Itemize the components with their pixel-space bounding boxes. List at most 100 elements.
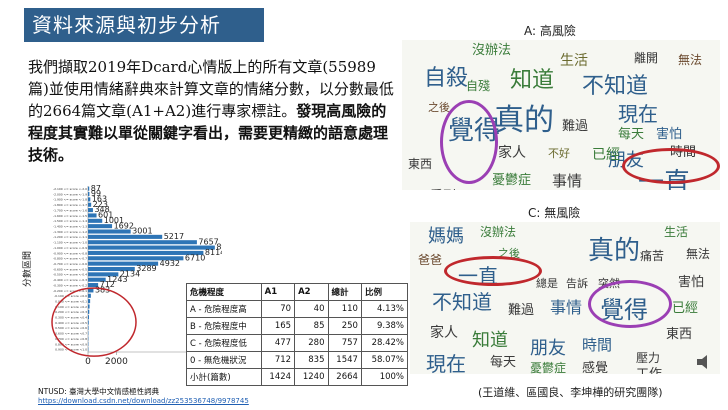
table-cell: 712 [260,351,296,369]
bar-value-label: 1692 [114,221,134,230]
y-tick-label: 0.800 <= score <0.9 [55,342,87,346]
cloud-word: 害怕 [656,127,683,142]
cloud-word: 不知道 [432,290,492,314]
cloud-word: 已經 [592,147,620,163]
table-cell: 165 [260,317,296,335]
cloud-word: 每天 [618,127,645,142]
table-cell: 100% [360,368,409,386]
bar [88,218,103,223]
bar-value-label: 8114 [205,248,222,257]
cloud-word: 壓力 [636,351,661,365]
bar [88,277,106,282]
y-tick-label: 0.300 <= score <0.4 [55,316,87,320]
bar-value-label: 1001 [104,216,124,225]
table-cell: 0 - 無危機狀況 [186,351,262,369]
intro-paragraph: 我們擷取2019年Dcard心情版上的所有文章(55989篇)並使用情緒辭典來計… [28,56,396,166]
cloud-word: 時間 [582,336,613,354]
bar [88,288,94,293]
cloud-word: 不知道 [582,74,649,99]
table-cell: 477 [260,334,296,352]
cloud-word: 已經 [672,301,699,316]
bar [88,245,215,250]
table-cell: 58.07% [360,351,409,369]
x-tick-label: 2000 [105,357,128,367]
source-link[interactable]: https://download.csdn.net/download/zz253… [38,397,249,405]
table-cell: A - 危險程度高 [186,300,262,318]
y-tick-label: -1.100 <= score <-1.0 [53,241,87,245]
bar [88,299,91,304]
red-ellipse-c [444,256,542,286]
red-highlight-ellipse [51,287,137,357]
table-cell: 9.38% [360,317,409,335]
bar-value-label: 2134 [120,269,140,278]
bar-value-label: 99 [91,189,101,198]
score-distribution-chart: 分數區間 -2.100 <= score <-2.0 87 -2.000 <= sco… [21,182,237,374]
cloud-word: 總是 [536,277,558,290]
cloud-word: 痛苦 [640,249,665,263]
table-row: B - 危險程度中 165 85 250 9.38% [186,317,409,335]
col-header: 總計 [327,283,362,301]
bar-value-label: 1243 [107,275,127,284]
cloud-word: 生活 [664,225,689,239]
bar [88,234,163,239]
y-tick-label: -0.200 <= score <-0.1 [53,289,87,293]
bar [88,315,89,320]
cloud-word: 家人 [498,145,526,161]
y-tick-label: -0.100 <= score <0.0 [54,294,87,298]
cloud-word: 媽媽 [428,226,464,247]
purple-ellipse-c [588,280,672,328]
table-row: 0 - 無危機狀況 712 835 1547 58.07% [186,351,409,369]
cloud-word: 沒辦法 [480,225,517,239]
bar-value-label: 7657 [198,237,218,246]
cloud-word: 憂鬱症 [530,361,567,374]
cloud-word: 東西 [666,327,693,342]
cloud-word: 家人 [430,325,458,341]
y-tick-label: -1.000 <= score <-0.9 [53,246,87,250]
table-header-row: 危機程度 A1 A2 總計 比例 [186,283,409,301]
bar [88,320,89,325]
y-tick-label: -1.500 <= score <-1.4 [53,219,87,223]
y-tick-label: 0.200 <= score <0.3 [55,310,87,314]
bar [88,325,89,330]
table-row: A - 危險程度高 70 40 110 4.13% [186,300,409,318]
y-tick-label: 0.400 <= score <0.5 [55,321,87,325]
bar-value-label: 87 [91,184,101,193]
table-cell: 2664 [327,368,362,386]
bar [88,293,91,298]
y-tick-label: -0.300 <= score <-0.2 [53,283,87,287]
y-tick-label: 0.100 <= score <0.2 [55,305,87,309]
cloud-word: 不好 [548,147,570,160]
cloud-word: 沒辦法 [472,43,512,58]
col-header: A1 [260,283,296,301]
y-tick-label: -1.800 <= score <-1.7 [53,203,87,207]
cloud-word: 工作 [636,368,662,374]
speaker-icon[interactable] [694,352,714,372]
bar-value-label: 3001 [132,227,152,236]
cloud-word: 事情 [550,298,583,317]
table-cell: 110 [327,300,362,318]
research-team: (王道維、區國良、李坤樺的研究團隊) [478,386,663,399]
cloud-word: 難過 [508,303,535,318]
table-cell: 1424 [260,368,296,386]
cloud-word: 自殘 [466,79,491,93]
table-cell: 835 [294,351,329,369]
cloud-word: 無法 [686,247,711,261]
y-tick-label: 0.700 <= score <0.8 [55,337,87,341]
bar-value-label: 163 [92,195,107,204]
bar [88,213,97,218]
col-header: 比例 [360,283,409,301]
bar [88,283,99,288]
table-cell: 757 [327,334,362,352]
cloud-word: 之後 [498,247,520,260]
y-tick-label: -1.900 <= score <-1.8 [53,198,87,202]
bar [88,229,131,234]
x-tick-label: 0 [85,357,91,367]
risk-table: 危機程度 A1 A2 總計 比例 A - 危險程度高 70 40 110 4.1… [186,283,409,386]
col-header: A2 [294,283,329,301]
purple-ellipse-a [440,100,498,184]
bar-value-label: 348 [94,205,109,214]
y-tick-label: -1.200 <= score <-1.1 [53,235,87,239]
bar [88,309,90,314]
bar [88,197,91,202]
table-cell: 28.42% [360,334,409,352]
